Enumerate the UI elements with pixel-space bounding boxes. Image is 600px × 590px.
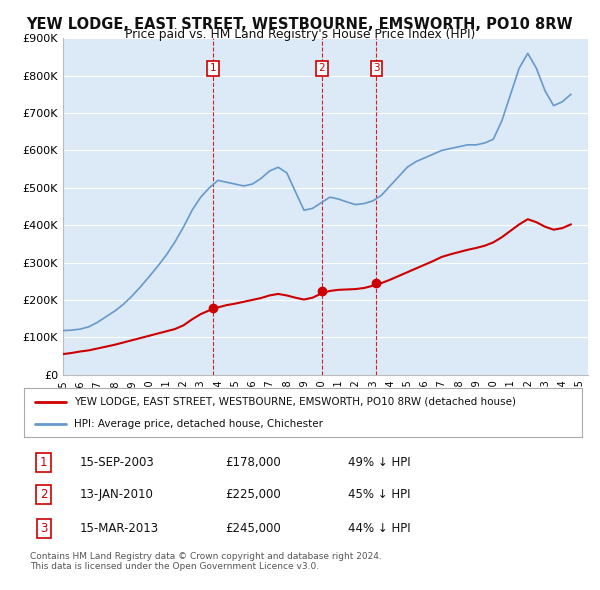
Text: HPI: Average price, detached house, Chichester: HPI: Average price, detached house, Chic… — [74, 419, 323, 429]
Text: 1: 1 — [40, 456, 47, 469]
Text: 49% ↓ HPI: 49% ↓ HPI — [347, 456, 410, 469]
Text: 13-JAN-2010: 13-JAN-2010 — [80, 488, 154, 501]
Text: £245,000: £245,000 — [225, 522, 281, 535]
Text: YEW LODGE, EAST STREET, WESTBOURNE, EMSWORTH, PO10 8RW: YEW LODGE, EAST STREET, WESTBOURNE, EMSW… — [26, 17, 574, 31]
Text: 3: 3 — [40, 522, 47, 535]
Text: £178,000: £178,000 — [225, 456, 281, 469]
Text: 45% ↓ HPI: 45% ↓ HPI — [347, 488, 410, 501]
Text: 2: 2 — [319, 63, 325, 73]
Text: 44% ↓ HPI: 44% ↓ HPI — [347, 522, 410, 535]
Text: 1: 1 — [209, 63, 216, 73]
Text: YEW LODGE, EAST STREET, WESTBOURNE, EMSWORTH, PO10 8RW (detached house): YEW LODGE, EAST STREET, WESTBOURNE, EMSW… — [74, 396, 516, 407]
Text: 2: 2 — [40, 488, 47, 501]
Text: Contains HM Land Registry data © Crown copyright and database right 2024.
This d: Contains HM Land Registry data © Crown c… — [30, 552, 382, 571]
Text: Price paid vs. HM Land Registry's House Price Index (HPI): Price paid vs. HM Land Registry's House … — [125, 28, 475, 41]
Text: £225,000: £225,000 — [225, 488, 281, 501]
Text: 15-SEP-2003: 15-SEP-2003 — [80, 456, 155, 469]
Text: 3: 3 — [373, 63, 380, 73]
Text: 15-MAR-2013: 15-MAR-2013 — [80, 522, 159, 535]
